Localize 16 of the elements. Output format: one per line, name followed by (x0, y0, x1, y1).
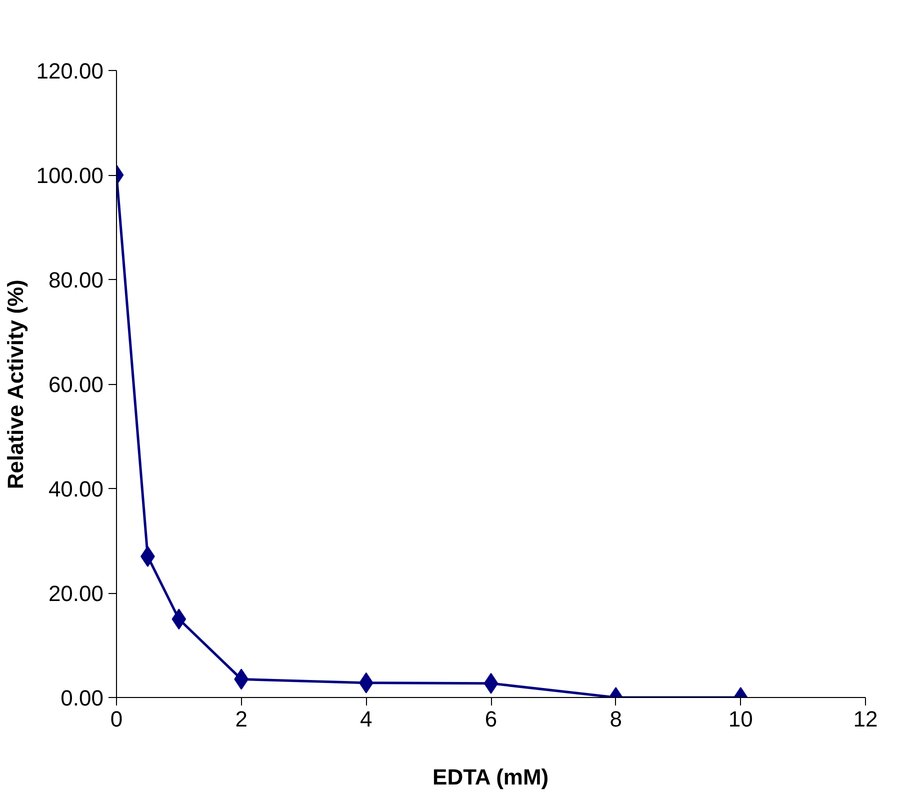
x-tick-label: 10 (728, 706, 753, 732)
y-axis-title: Relative Activity (%) (3, 280, 28, 490)
y-tick-label: 100.00 (36, 163, 104, 188)
x-axis-title: EDTA (mM) (432, 764, 549, 790)
y-tick-label: 120.00 (36, 58, 104, 84)
y-tick-label: 20.00 (48, 581, 104, 606)
x-tick-label: 2 (235, 706, 248, 732)
x-tick-label: 8 (610, 706, 622, 732)
x-tick-label: 0 (110, 706, 123, 732)
y-tick-label: 0.00 (60, 686, 104, 710)
y-tick-label: 40.00 (48, 476, 104, 502)
y-tick-label: 60.00 (48, 372, 104, 397)
x-tick-label: 4 (360, 706, 372, 732)
x-tick-label: 12 (853, 706, 878, 732)
x-tick-label: 6 (484, 706, 498, 732)
y-tick-label: 80.00 (48, 268, 104, 292)
